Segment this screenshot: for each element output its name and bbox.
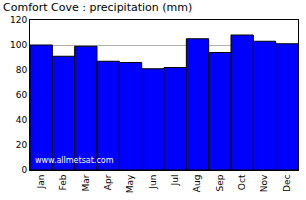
svg-text:Feb: Feb <box>58 174 68 190</box>
svg-text:Comfort Cove : precipitation (: Comfort Cove : precipitation (mm) <box>3 1 192 14</box>
svg-text:Apr: Apr <box>103 174 113 190</box>
svg-text:Nov: Nov <box>259 174 269 192</box>
svg-text:Jul: Jul <box>170 175 180 187</box>
svg-text:Aug: Aug <box>192 175 202 193</box>
svg-text:0: 0 <box>21 165 27 175</box>
svg-text:Jan: Jan <box>36 175 46 190</box>
svg-text:Mar: Mar <box>81 174 91 191</box>
svg-text:60: 60 <box>16 90 28 100</box>
svg-text:40: 40 <box>16 115 28 125</box>
svg-text:20: 20 <box>16 140 28 150</box>
svg-text:80: 80 <box>16 65 28 75</box>
svg-text:Oct: Oct <box>237 174 247 190</box>
svg-text:Sep: Sep <box>215 174 225 191</box>
svg-text:120: 120 <box>10 15 27 25</box>
svg-text:Dec: Dec <box>282 175 292 192</box>
svg-text:Jun: Jun <box>148 175 158 190</box>
svg-text:100: 100 <box>10 40 27 50</box>
svg-text:May: May <box>125 174 135 193</box>
svg-text:www.allmetsat.com: www.allmetsat.com <box>35 156 114 165</box>
